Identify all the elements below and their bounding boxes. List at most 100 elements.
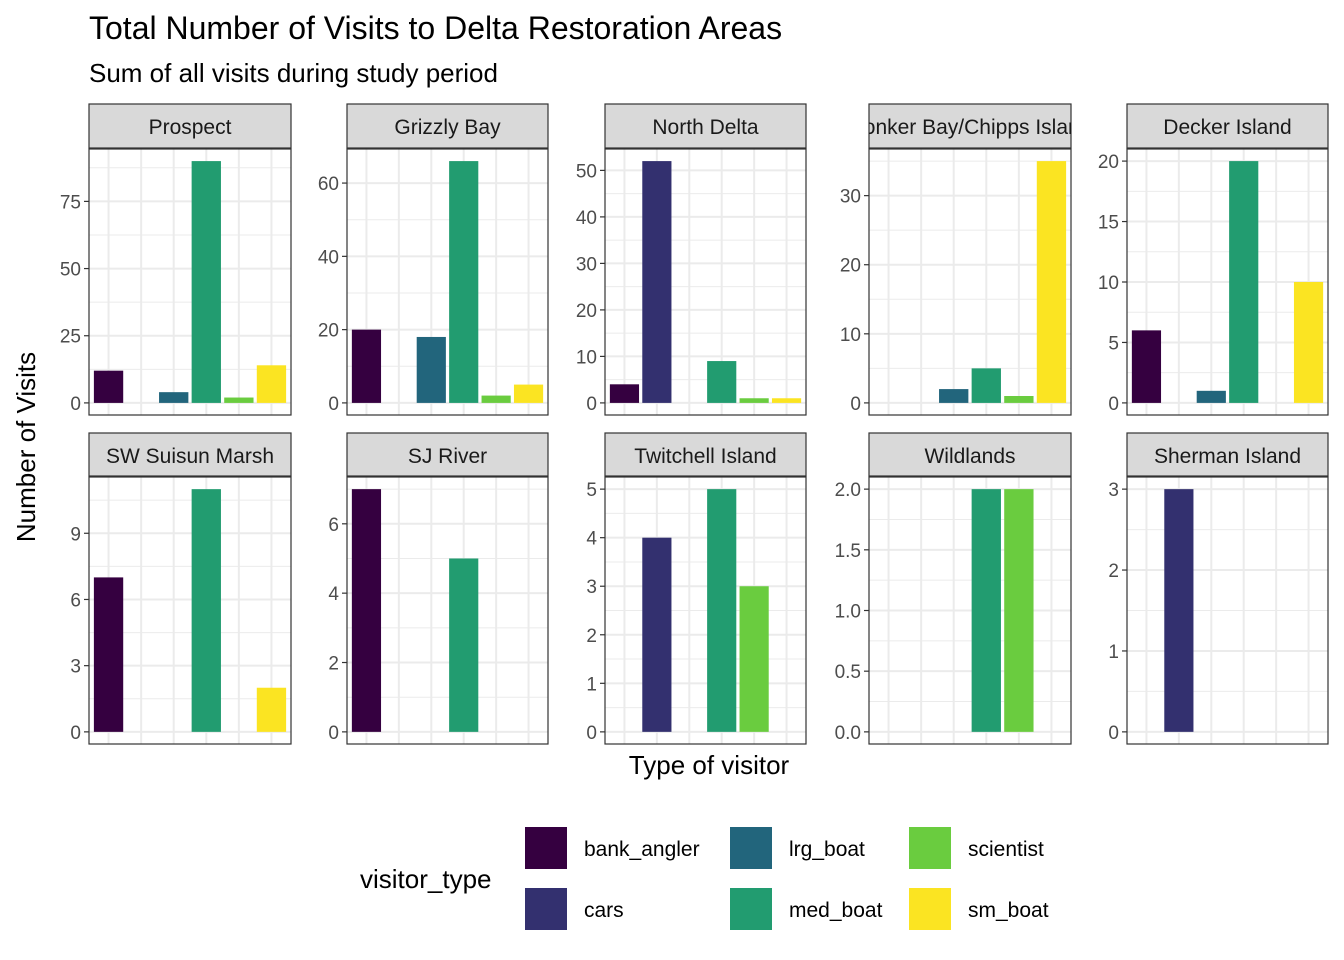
bar-med_boat xyxy=(971,489,1001,732)
bar-cars xyxy=(1164,489,1194,732)
facet-strip-label: Wildlands xyxy=(924,445,1015,468)
y-tick-label: 1.0 xyxy=(835,602,861,623)
facet-strip xyxy=(88,432,292,477)
legend-key xyxy=(730,827,772,869)
y-tick-label: 20 xyxy=(1098,152,1119,173)
bar-med_boat xyxy=(449,161,479,403)
y-tick-label: 3 xyxy=(586,577,597,598)
bar-bank_angler xyxy=(351,329,382,403)
bar-scientist xyxy=(739,586,769,732)
bar-lrg_boat xyxy=(1196,390,1226,403)
facet-strip xyxy=(604,432,807,477)
y-tick-label: 0 xyxy=(70,394,81,415)
legend-label: bank_angler xyxy=(584,838,700,861)
facet-panel: SW Suisun Marsh 0 3 6 9 xyxy=(70,432,292,745)
bar-med_boat xyxy=(449,558,479,732)
legend-item-bank_angler: bank_angler xyxy=(525,827,700,869)
legend-label: cars xyxy=(584,899,624,922)
y-tick-label: 0 xyxy=(850,394,861,415)
panel-border xyxy=(604,148,807,416)
facet-strip-label: Grizzly Bay xyxy=(394,116,501,139)
facet-strip xyxy=(346,103,549,149)
y-tick-label: 1 xyxy=(1108,642,1119,663)
facet-panel: Decker Island 0 5 10 15 20 xyxy=(1098,103,1329,416)
y-tick-label: 6 xyxy=(328,515,339,536)
facet-strip xyxy=(604,103,807,149)
y-tick-label: 10 xyxy=(1098,273,1119,294)
facet-panel: North Delta 0 10 20 30 40 50 xyxy=(576,103,807,416)
y-tick-label: 2.0 xyxy=(835,480,861,501)
y-tick-label: 75 xyxy=(60,192,81,213)
panel-border xyxy=(604,476,807,745)
y-tick-label: 2 xyxy=(328,654,339,675)
panel-border xyxy=(1126,476,1329,745)
y-tick-label: 6 xyxy=(70,590,81,611)
legend-item-sm_boat: sm_boat xyxy=(909,888,1049,930)
facet-strip-label: Decker Island xyxy=(1163,116,1291,139)
bar-med_boat xyxy=(707,361,737,403)
bar-scientist xyxy=(1004,489,1034,732)
y-tick-label: 30 xyxy=(576,254,597,275)
facet-panel: SJ River 0 2 4 6 xyxy=(328,432,549,745)
legend-key xyxy=(525,827,567,869)
y-tick-label: 60 xyxy=(318,174,339,195)
legend-item-med_boat: med_boat xyxy=(730,888,883,930)
facet-strip-label: SJ River xyxy=(408,445,487,468)
bar-sm_boat xyxy=(256,365,287,403)
facet-panel: Sherman Island 0 1 2 3 xyxy=(1108,432,1329,745)
facet-panel: Wildlands 0.0 0.5 1.0 1.5 2.0 xyxy=(835,432,1072,745)
facet-strip xyxy=(868,432,1072,477)
legend-label: med_boat xyxy=(789,899,883,922)
y-tick-label: 20 xyxy=(576,301,597,322)
bar-lrg_boat xyxy=(159,392,189,403)
panel-border xyxy=(868,148,1072,416)
legend-key xyxy=(525,888,567,930)
facet-strip-label: SW Suisun Marsh xyxy=(106,445,274,468)
y-tick-label: 40 xyxy=(576,208,597,229)
y-tick-label: 15 xyxy=(1098,213,1119,234)
bar-lrg_boat xyxy=(939,389,969,403)
legend-key xyxy=(909,888,951,930)
y-tick-label: 0.0 xyxy=(835,723,861,744)
y-tick-label: 0 xyxy=(586,394,597,415)
facet-strip xyxy=(1126,432,1329,477)
y-tick-label: 2 xyxy=(1108,561,1119,582)
y-tick-label: 0 xyxy=(328,723,339,744)
facet-strip xyxy=(346,432,549,477)
y-tick-label: 1 xyxy=(586,674,597,695)
y-tick-label: 25 xyxy=(60,327,81,348)
panel-border xyxy=(346,148,549,416)
y-tick-label: 50 xyxy=(60,260,81,281)
facet-strip-label: Twitchell Island xyxy=(634,445,776,468)
y-tick-label: 0 xyxy=(1108,723,1119,744)
y-tick-label: 10 xyxy=(576,347,597,368)
y-tick-label: 0 xyxy=(586,723,597,744)
bar-bank_angler xyxy=(93,577,124,732)
bar-med_boat xyxy=(191,489,221,732)
legend-item-lrg_boat: lrg_boat xyxy=(730,827,865,869)
bar-sm_boat xyxy=(513,384,544,403)
y-tick-label: 0 xyxy=(1108,394,1119,415)
bar-lrg_boat xyxy=(416,336,446,403)
y-tick-label: 3 xyxy=(1108,480,1119,501)
y-tick-label: 40 xyxy=(318,247,339,268)
bar-bank_angler xyxy=(609,384,640,403)
bar-scientist xyxy=(1004,396,1034,403)
bar-sm_boat xyxy=(256,687,287,732)
bar-med_boat xyxy=(191,161,221,403)
bar-sm_boat xyxy=(1036,161,1067,403)
facet-strip-label: Honker Bay/Chipps Island xyxy=(849,116,1092,139)
bar-sm_boat xyxy=(1293,282,1324,403)
legend-item-cars: cars xyxy=(525,888,624,930)
legend-item-scientist: scientist xyxy=(909,827,1044,869)
panel-border xyxy=(88,148,292,416)
facet-strip xyxy=(868,103,1072,149)
y-tick-label: 5 xyxy=(586,480,597,501)
facet-strip xyxy=(1126,103,1329,149)
y-tick-label: 2 xyxy=(586,626,597,647)
y-axis-label: Number of Visits xyxy=(11,352,41,542)
y-tick-label: 0 xyxy=(70,723,81,744)
bar-bank_angler xyxy=(1131,330,1162,403)
y-tick-label: 10 xyxy=(840,325,861,346)
